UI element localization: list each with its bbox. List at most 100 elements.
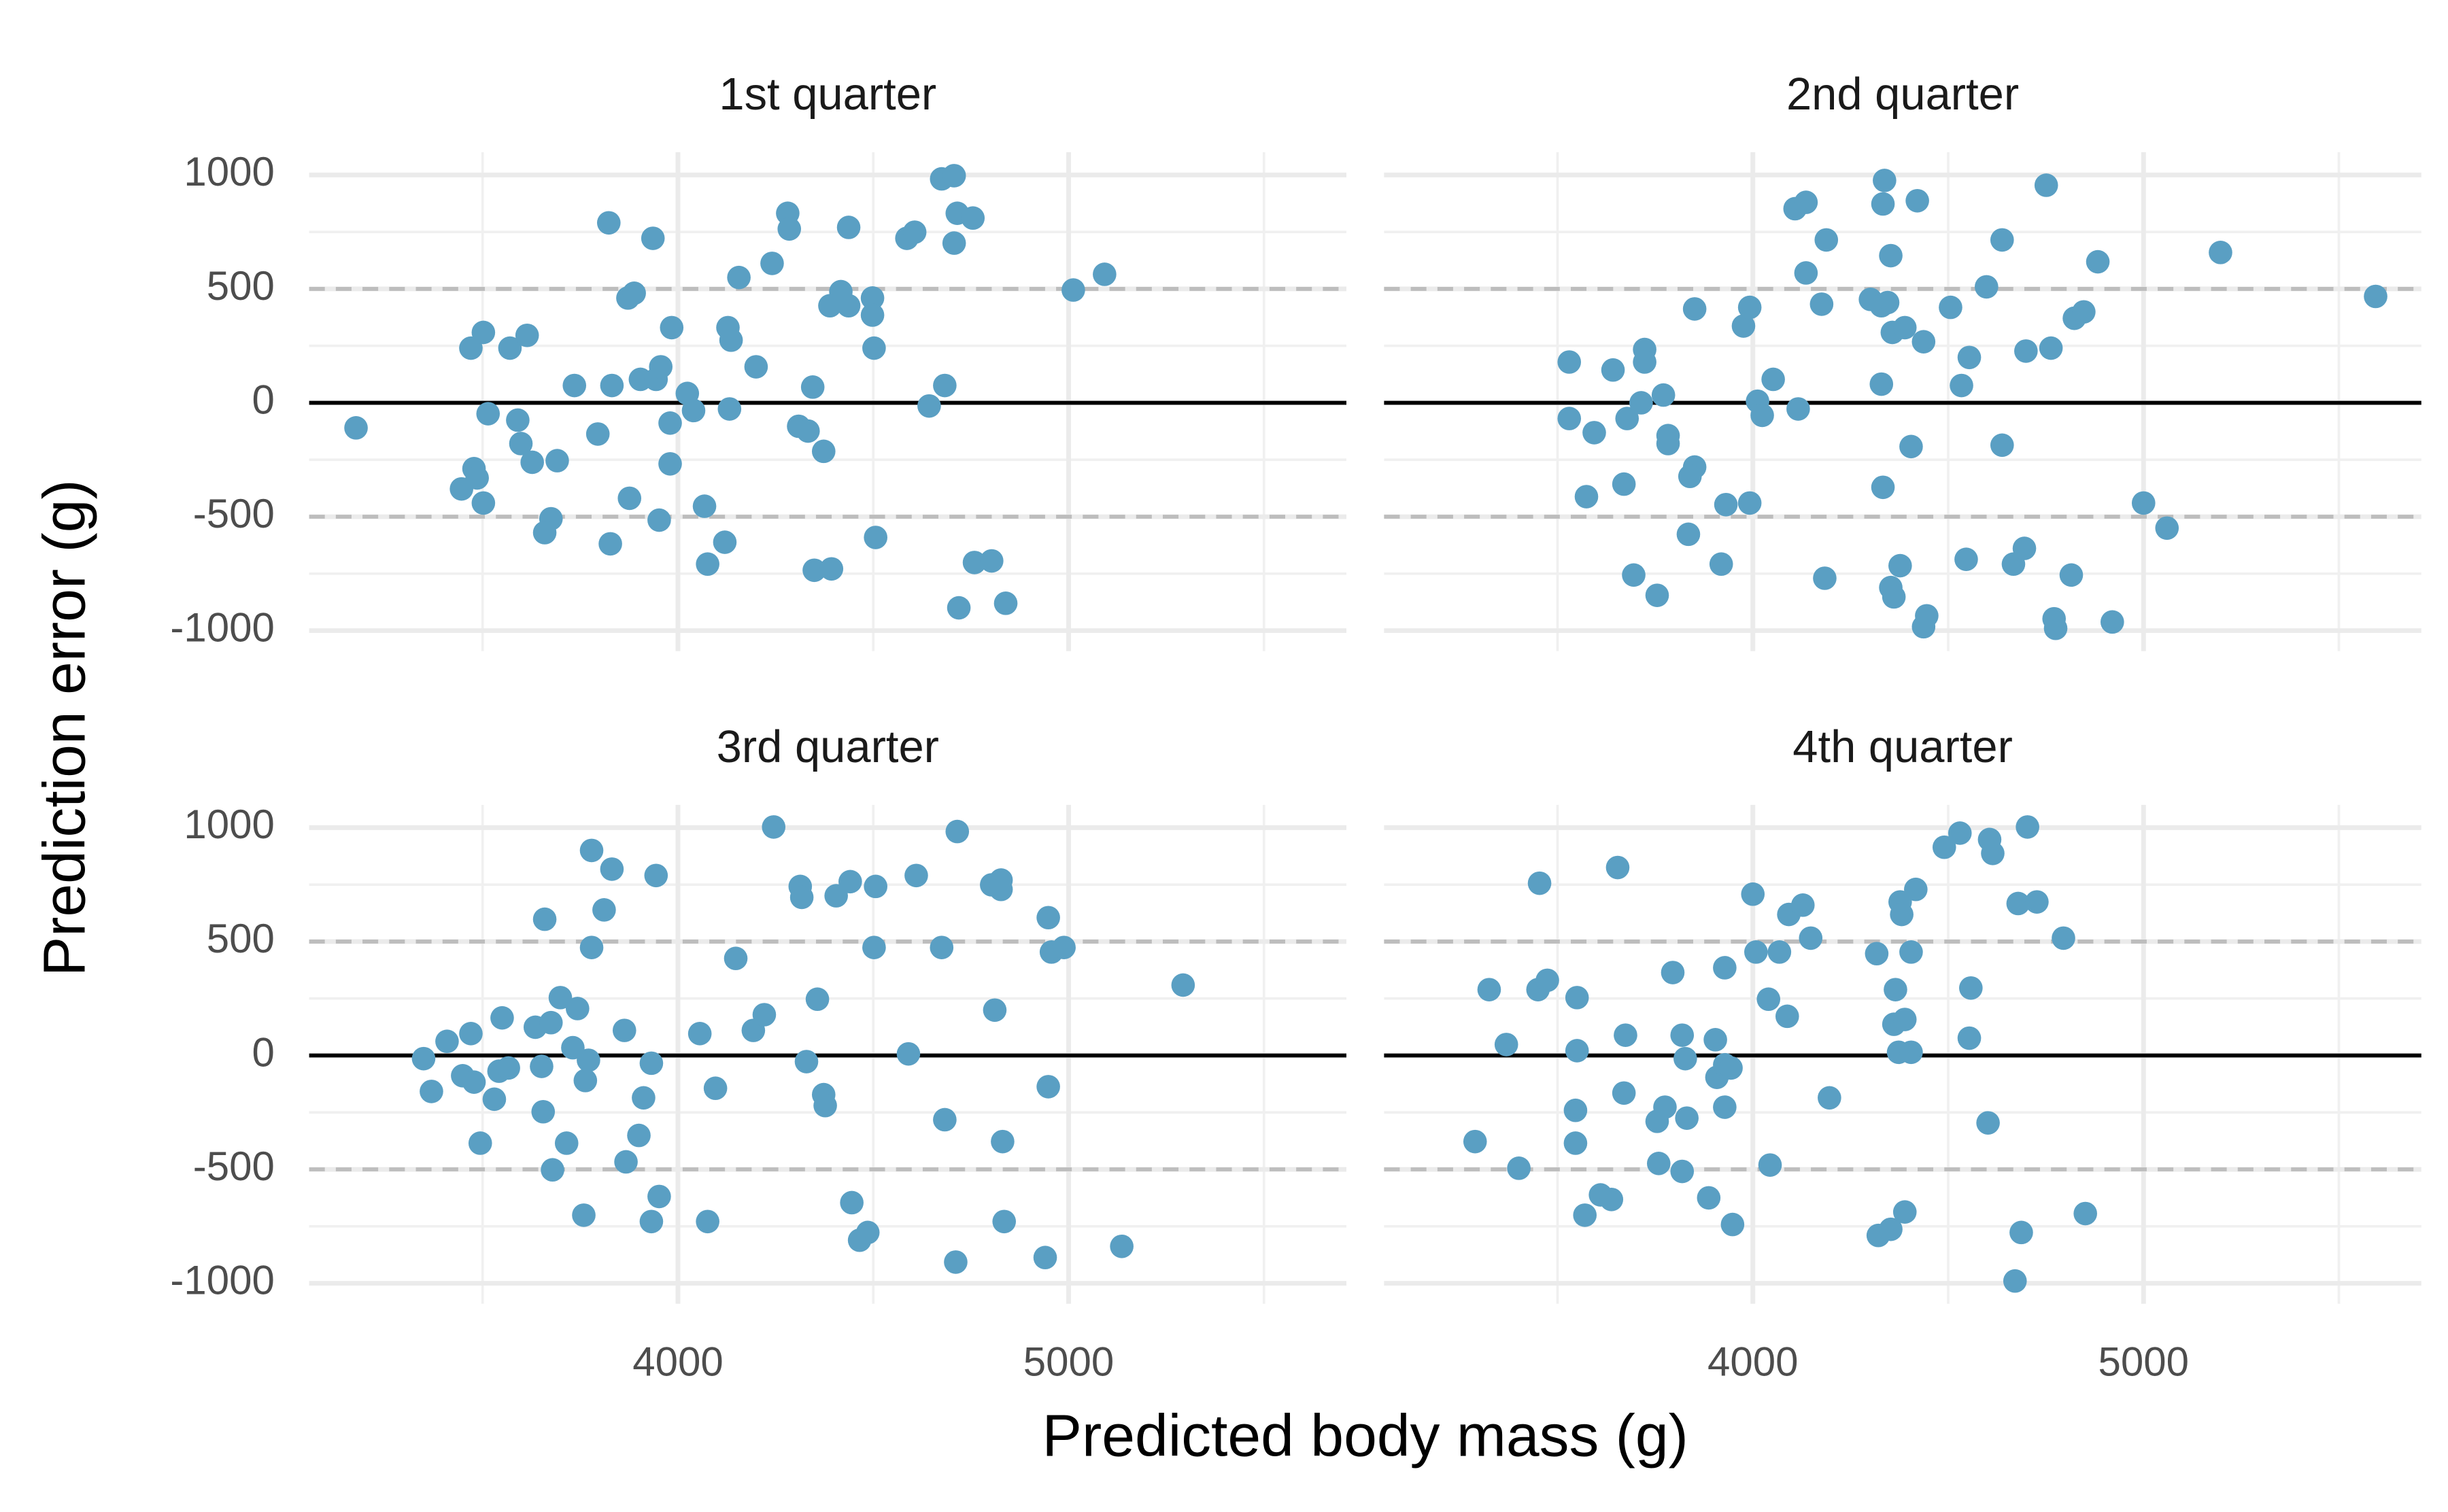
- point: [836, 294, 861, 318]
- point: [482, 1087, 507, 1112]
- point: [993, 591, 1018, 615]
- point: [696, 1209, 719, 1234]
- point: [930, 935, 954, 959]
- point: [1905, 188, 1929, 213]
- point: [1758, 1153, 1782, 1177]
- point: [2014, 339, 2038, 363]
- panel-title: 1st quarter: [719, 69, 936, 120]
- point: [658, 411, 682, 435]
- y-tick-label: 500: [207, 263, 275, 309]
- point: [1535, 968, 1559, 993]
- point: [1697, 1186, 1721, 1210]
- point: [2364, 284, 2387, 309]
- point: [860, 286, 885, 310]
- point: [2052, 926, 2075, 950]
- point: [554, 1131, 579, 1155]
- point: [1477, 978, 1501, 1001]
- point: [1911, 615, 1936, 639]
- point: [1709, 552, 1733, 577]
- point: [2209, 241, 2232, 264]
- point: [2073, 1201, 2097, 1226]
- point: [1629, 391, 1653, 415]
- point: [1904, 877, 1928, 901]
- point: [980, 549, 1004, 573]
- point: [1563, 1131, 1588, 1155]
- point: [902, 220, 927, 244]
- point: [962, 551, 987, 574]
- point: [1713, 956, 1737, 980]
- point: [411, 1046, 436, 1071]
- point: [1959, 976, 1983, 1000]
- point: [1767, 940, 1792, 964]
- point: [1981, 841, 2005, 865]
- point: [1673, 1046, 1697, 1071]
- point: [760, 252, 784, 275]
- point: [713, 530, 737, 554]
- point: [617, 486, 642, 511]
- point: [1033, 1245, 1057, 1270]
- point: [468, 1131, 492, 1155]
- point: [2059, 563, 2084, 587]
- point: [1622, 563, 1646, 587]
- point: [344, 416, 368, 440]
- point: [744, 355, 768, 379]
- point: [532, 521, 557, 545]
- point: [1494, 1033, 1518, 1056]
- point: [1565, 986, 1589, 1010]
- point: [838, 870, 862, 894]
- point: [1605, 855, 1630, 880]
- point: [983, 998, 1007, 1023]
- point: [717, 397, 742, 421]
- point: [1813, 566, 1837, 590]
- point: [947, 596, 971, 620]
- point: [1110, 1234, 1134, 1258]
- point: [1678, 464, 1702, 489]
- point: [1761, 367, 1785, 392]
- point: [1731, 314, 1756, 338]
- point: [577, 1048, 600, 1072]
- point: [944, 1250, 968, 1274]
- point: [579, 838, 604, 863]
- point: [1799, 926, 1823, 950]
- point: [2155, 516, 2179, 540]
- point: [1573, 1203, 1597, 1227]
- point: [600, 857, 624, 881]
- point: [1615, 407, 1639, 430]
- point: [692, 494, 717, 518]
- point: [1888, 553, 1912, 578]
- point: [572, 1203, 596, 1227]
- point: [459, 336, 483, 360]
- point: [696, 552, 719, 577]
- point: [649, 355, 673, 379]
- point: [1892, 1200, 1917, 1224]
- y-tick-label: 0: [252, 1029, 274, 1075]
- point: [1720, 1212, 1745, 1237]
- point: [1527, 871, 1552, 895]
- point: [658, 451, 682, 476]
- point: [647, 1184, 671, 1209]
- point: [471, 320, 496, 345]
- point: [644, 863, 668, 888]
- point: [592, 898, 616, 922]
- point: [1957, 1026, 1982, 1050]
- point: [1676, 522, 1701, 547]
- point: [1879, 243, 1903, 268]
- point: [532, 907, 557, 931]
- point: [989, 877, 1013, 901]
- point: [420, 1080, 443, 1103]
- point: [1719, 1056, 1743, 1080]
- point: [622, 281, 646, 305]
- point: [933, 373, 957, 398]
- point: [864, 526, 887, 549]
- point: [811, 439, 836, 464]
- point: [1954, 547, 1978, 571]
- point: [1790, 893, 1815, 917]
- point: [681, 398, 706, 423]
- y-tick-label: -500: [193, 1144, 275, 1189]
- point: [1682, 297, 1707, 321]
- point: [942, 164, 966, 188]
- point: [1939, 295, 1962, 320]
- point: [752, 1003, 777, 1027]
